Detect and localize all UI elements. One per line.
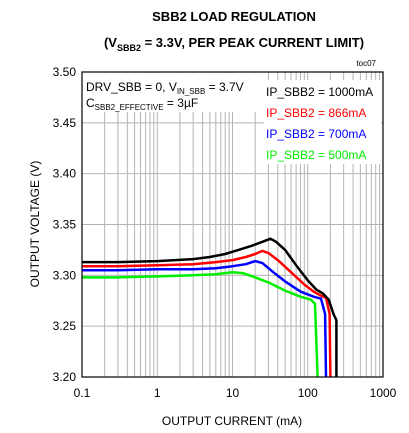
legend: IP_SBB2 = 1000mA IP_SBB2 = 866mA IP_SBB2 =…: [266, 85, 373, 162]
annotation-line-1-b: = 3.7V: [205, 80, 243, 94]
x-tick-label: 100: [298, 386, 318, 400]
chart-subtitle: (VSBB2 = 3.3V, PER PEAK CURRENT LIMIT): [104, 35, 364, 53]
subtitle-prefix: (V: [104, 35, 117, 50]
annotation-line-1-sub: IN_SBB: [177, 87, 205, 96]
legend-entry: IP_SBB2 = 500mA: [266, 148, 366, 162]
y-tick-label: 3.45: [53, 116, 77, 130]
legend-entry: IP_SBB2 = 700mA: [266, 127, 366, 141]
figure-id: toc07: [356, 59, 376, 68]
legend-entry: IP_SBB2 = 1000mA: [266, 85, 373, 99]
annotation-line-2-b: = 3µF: [164, 96, 199, 110]
series-line: [82, 237, 338, 377]
x-tick-labels: 0.1 1 10 100 1000: [74, 386, 397, 400]
annotation-box: [84, 73, 262, 112]
chart-title: SBB2 LOAD REGULATION: [152, 9, 316, 24]
y-tick-label: 3.25: [53, 319, 77, 333]
annotation-line-1: DRV_SBB = 0, VIN_SBB = 3.7V: [86, 80, 244, 96]
annotation-line-2: CSBB2_EFFECTIVE = 3µF: [86, 96, 198, 112]
series-line: [82, 259, 328, 378]
series-line: [82, 271, 319, 378]
series-lines: [82, 237, 338, 378]
y-axis-label: OUTPUT VOLTAGE (V): [28, 161, 42, 288]
x-tick-label: 1000: [370, 386, 397, 400]
subtitle-suffix: = 3.3V, PER PEAK CURRENT LIMIT): [141, 35, 364, 50]
series-line: [82, 249, 332, 378]
legend-entry: IP_SBB2 = 866mA: [266, 106, 366, 120]
legend-box: [264, 80, 381, 164]
plot-frame: [81, 71, 384, 378]
y-tick-labels: 3.20 3.25 3.30 3.35 3.40 3.45 3.50: [53, 65, 77, 384]
y-tick-label: 3.35: [53, 218, 77, 232]
x-tick-label: 0.1: [74, 386, 91, 400]
subtitle-subscript: SBB2: [117, 43, 141, 53]
grid: [82, 71, 383, 378]
x-tick-label: 1: [154, 386, 161, 400]
annotation-line-2-sub: SBB2_EFFECTIVE: [95, 103, 164, 112]
annotation-line-2-a: C: [86, 96, 95, 110]
y-tick-label: 3.20: [53, 370, 77, 384]
x-tick-label: 10: [226, 386, 240, 400]
annotation-line-1-a: DRV_SBB = 0, V: [86, 80, 177, 94]
y-tick-label: 3.30: [53, 268, 77, 282]
y-tick-label: 3.40: [53, 167, 77, 181]
y-tick-label: 3.50: [53, 65, 77, 79]
x-axis-label: OUTPUT CURRENT (mA): [162, 414, 302, 428]
